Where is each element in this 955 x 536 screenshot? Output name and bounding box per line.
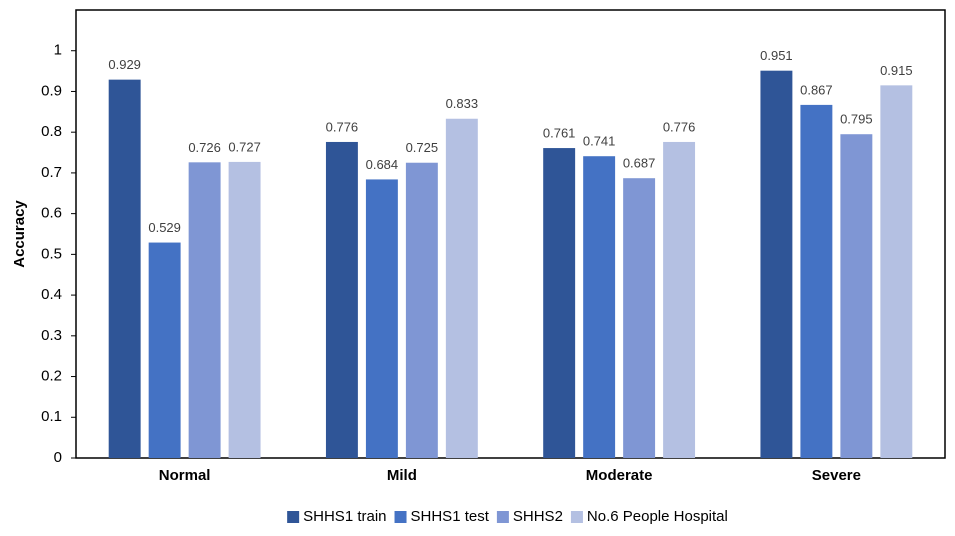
bar <box>228 161 261 458</box>
data-label: 0.929 <box>108 57 141 72</box>
bar <box>800 104 833 459</box>
y-tick-label: 0 <box>54 449 62 466</box>
bar <box>325 141 358 458</box>
bar <box>188 162 221 458</box>
y-tick-label: 0.4 <box>41 286 62 303</box>
bar <box>108 79 141 458</box>
x-tick-label: Severe <box>812 467 861 484</box>
data-label: 0.725 <box>406 140 439 155</box>
y-tick-label: 1 <box>54 42 62 59</box>
legend-swatch <box>287 511 300 523</box>
bar <box>543 148 576 458</box>
y-tick-label: 0.8 <box>41 123 62 140</box>
bar <box>405 162 438 458</box>
x-tick-label: Normal <box>159 467 211 484</box>
y-tick-label: 0.6 <box>41 205 62 222</box>
data-label: 0.833 <box>446 96 479 111</box>
bar <box>445 118 478 458</box>
data-label: 0.795 <box>840 112 873 127</box>
legend-label: No.6 People Hospital <box>587 508 728 525</box>
legend-label: SHHS1 train <box>303 508 386 525</box>
bar <box>663 141 696 458</box>
bar <box>840 134 873 458</box>
legend-swatch <box>496 511 509 523</box>
bar <box>148 242 181 458</box>
bar <box>623 178 656 458</box>
legend-label: SHHS1 test <box>411 508 490 525</box>
legend-swatch <box>394 511 407 523</box>
legend-label: SHHS2 <box>513 508 563 525</box>
y-tick-label: 0.5 <box>41 245 62 262</box>
x-tick-label: Moderate <box>586 467 653 484</box>
data-label: 0.761 <box>543 126 576 141</box>
data-label: 0.776 <box>663 119 696 134</box>
y-axis-label: Accuracy <box>11 200 28 268</box>
data-label: 0.951 <box>760 48 793 63</box>
data-label: 0.684 <box>366 157 399 172</box>
plot-frame <box>75 9 946 459</box>
data-label: 0.687 <box>623 156 656 171</box>
bar <box>880 85 913 458</box>
data-label: 0.741 <box>583 134 616 149</box>
data-label: 0.726 <box>188 140 221 155</box>
data-label: 0.529 <box>148 220 181 235</box>
data-label: 0.867 <box>800 82 833 97</box>
x-tick-label: Mild <box>387 467 417 484</box>
y-tick-label: 0.9 <box>41 82 62 99</box>
legend-swatch <box>570 511 583 523</box>
y-tick-label: 0.7 <box>41 164 62 181</box>
y-tick-label: 0.1 <box>41 408 62 425</box>
bar <box>760 70 793 458</box>
bar <box>583 156 616 458</box>
data-label: 0.776 <box>326 119 359 134</box>
y-tick-label: 0.2 <box>41 368 62 385</box>
y-tick-label: 0.3 <box>41 327 62 344</box>
data-label: 0.915 <box>880 63 913 78</box>
bar <box>365 179 398 458</box>
data-label: 0.727 <box>228 139 261 154</box>
